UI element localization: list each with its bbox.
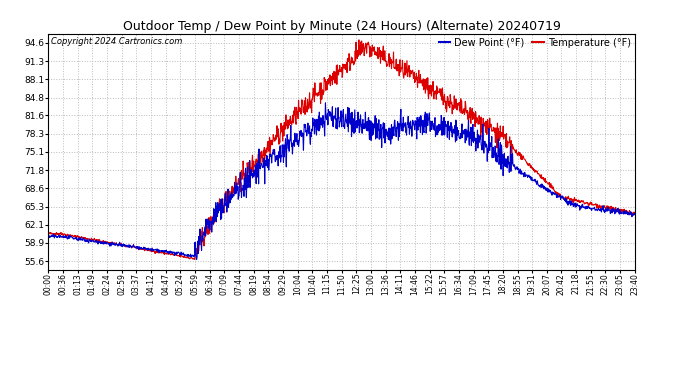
Temperature (°F) [241, 180, 249, 185]
Dew Point (°F) [631, 212, 639, 216]
Temperature (°F) [562, 195, 570, 199]
Dew Point (°F) [175, 250, 183, 255]
Temperature (°F) [355, 38, 363, 42]
Dew Point (°F) [562, 200, 570, 204]
Text: Copyright 2024 Cartronics.com: Copyright 2024 Cartronics.com [51, 37, 183, 46]
Line: Dew Point (°F): Dew Point (°F) [48, 103, 635, 260]
Temperature (°F) [433, 86, 442, 90]
Legend: Dew Point (°F), Temperature (°F): Dew Point (°F), Temperature (°F) [435, 34, 635, 51]
Title: Outdoor Temp / Dew Point by Minute (24 Hours) (Alternate) 20240719: Outdoor Temp / Dew Point by Minute (24 H… [123, 20, 560, 33]
Dew Point (°F) [322, 100, 330, 105]
Temperature (°F) [44, 231, 52, 236]
Temperature (°F) [510, 147, 518, 152]
Dew Point (°F) [241, 188, 249, 192]
Dew Point (°F) [193, 257, 201, 262]
Dew Point (°F) [510, 162, 518, 167]
Dew Point (°F) [160, 248, 168, 253]
Temperature (°F) [631, 211, 639, 216]
Dew Point (°F) [44, 234, 52, 238]
Temperature (°F) [175, 254, 183, 258]
Line: Temperature (°F): Temperature (°F) [48, 40, 635, 259]
Temperature (°F) [160, 252, 168, 257]
Dew Point (°F) [433, 132, 442, 137]
Temperature (°F) [190, 257, 199, 261]
